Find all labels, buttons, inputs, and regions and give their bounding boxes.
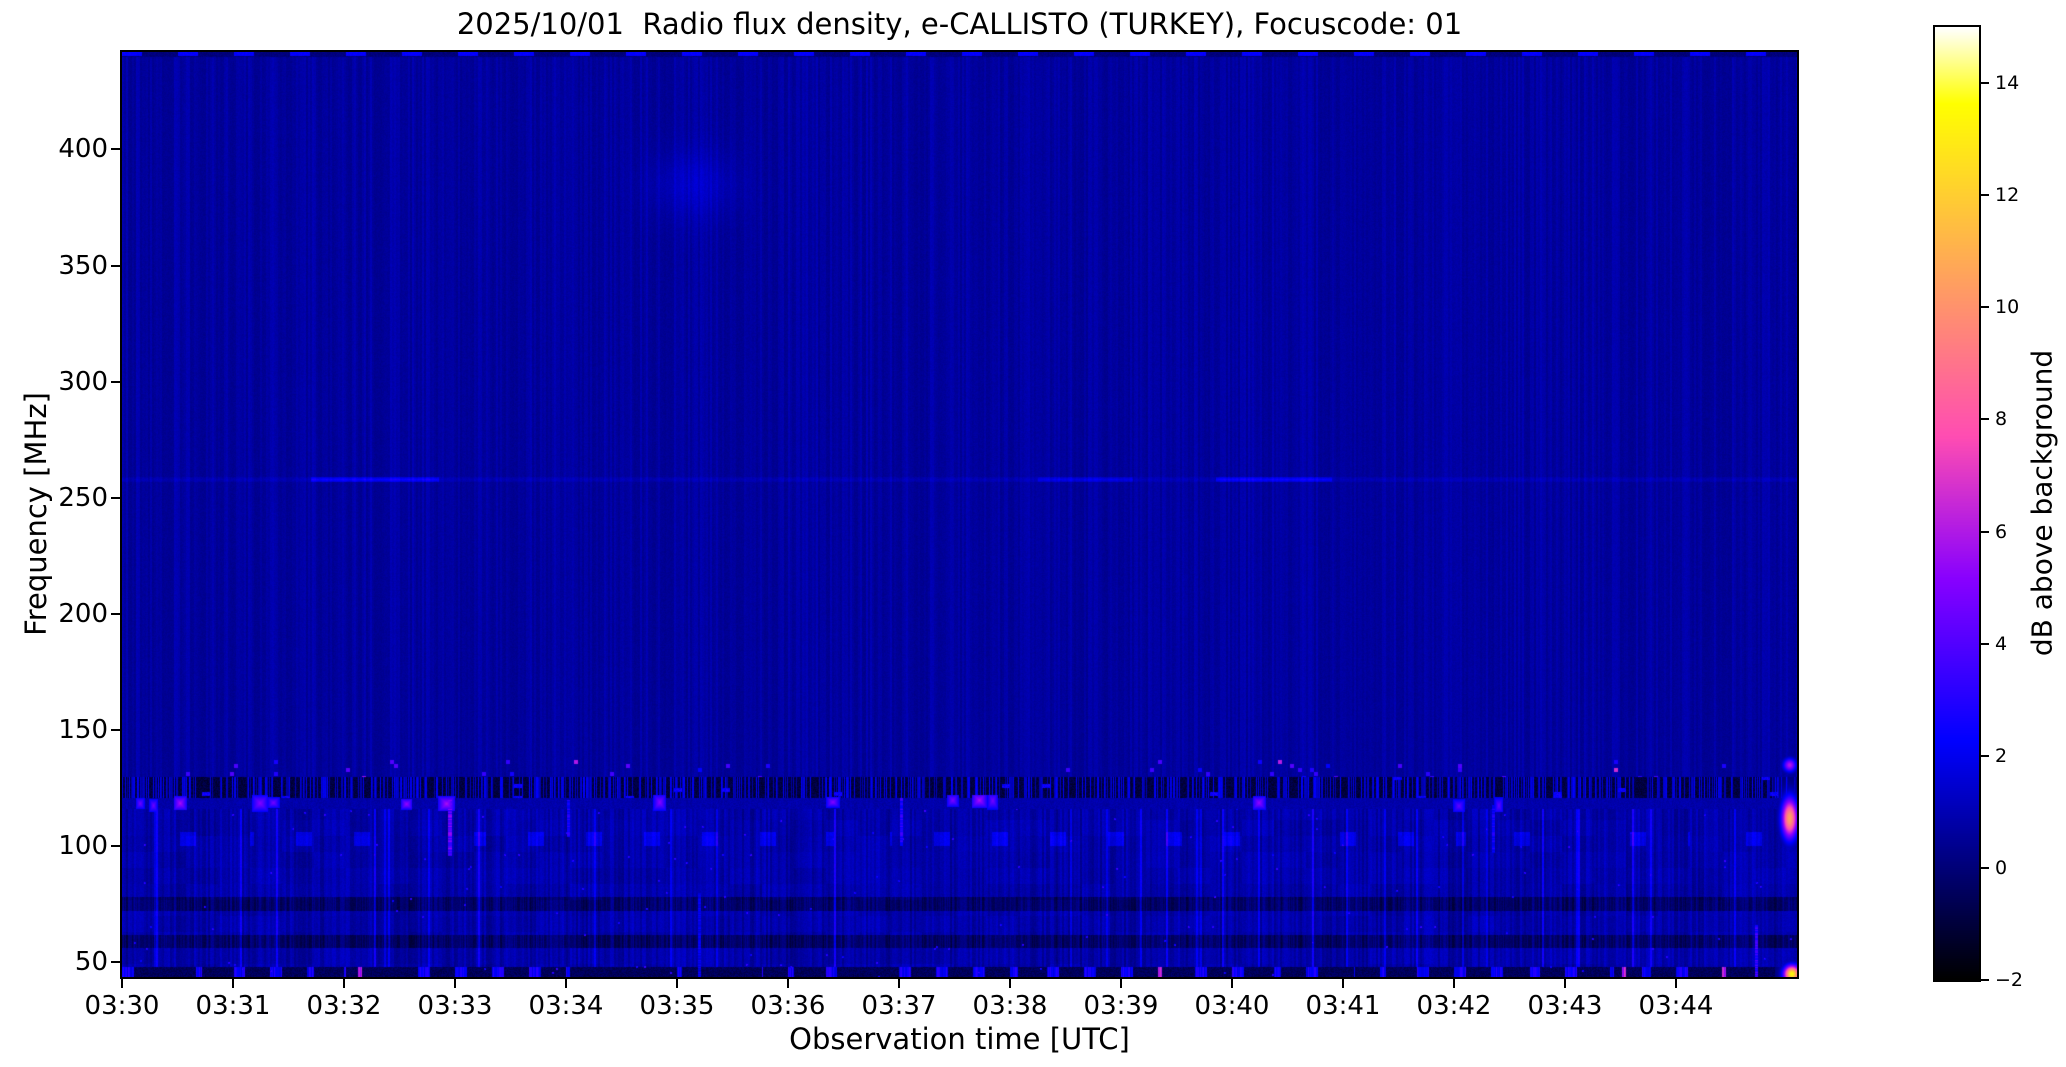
x-tick-mark [898,979,900,988]
y-tick-label: 350 [58,250,108,281]
colorbar-tick-label: 14 [1995,72,2020,95]
y-tick-mark [111,496,120,499]
x-tick-mark [1231,979,1233,988]
colorbar-tick-label: 10 [1995,296,2020,319]
y-tick-mark [111,148,120,151]
colorbar-tick-mark [1981,530,1989,533]
colorbar-tick-mark [1981,194,1989,197]
y-tick-mark [111,380,120,383]
colorbar-label: dB above background [2025,349,2059,657]
x-tick-label: 03:31 [195,991,271,1021]
x-tick-mark [454,979,456,988]
x-tick-mark [1453,979,1455,988]
colorbar-tick-mark [1981,754,1989,757]
colorbar-tick-label: 2 [1995,744,2008,767]
x-tick-mark [1120,979,1122,988]
y-tick-label: 200 [58,598,108,629]
colorbar-tick-label: 8 [1995,408,2008,431]
y-tick-label: 400 [58,134,108,165]
x-tick-label: 03:34 [528,991,604,1021]
y-tick-label: 300 [58,366,108,397]
x-tick-label: 03:33 [417,991,493,1021]
y-tick-label: 150 [58,714,108,745]
x-tick-mark [121,979,123,988]
x-tick-label: 03:35 [639,991,715,1021]
x-tick-label: 03:32 [306,991,382,1021]
chart-title: 2025/10/01 Radio flux density, e-CALLIST… [456,7,1463,41]
x-tick-mark [1675,979,1677,988]
y-tick-label: 250 [58,482,108,513]
x-tick-label: 03:37 [861,991,937,1021]
colorbar [1933,25,1981,982]
colorbar-canvas [1935,27,1979,980]
spectrogram-plot [120,50,1799,979]
x-tick-label: 03:39 [1083,991,1159,1021]
x-tick-label: 03:44 [1638,991,1714,1021]
x-tick-label: 03:36 [750,991,826,1021]
y-tick-mark [111,612,120,615]
spectrogram-canvas [122,52,1797,977]
colorbar-tick-label: 6 [1995,520,2008,543]
colorbar-tick-label: 12 [1995,184,2020,207]
colorbar-tick-label: 0 [1995,856,2008,879]
x-tick-mark [232,979,234,988]
colorbar-tick-mark [1981,866,1989,869]
x-tick-label: 03:40 [1194,991,1270,1021]
y-tick-mark [111,844,120,847]
x-tick-label: 03:41 [1305,991,1381,1021]
colorbar-tick-mark [1981,642,1989,645]
x-tick-label: 03:30 [84,991,160,1021]
x-tick-mark [565,979,567,988]
x-tick-mark [1342,979,1344,988]
colorbar-tick-mark [1981,418,1989,421]
x-axis-label: Observation time [UTC] [789,1022,1130,1056]
x-tick-label: 03:38 [972,991,1048,1021]
colorbar-tick-label: 4 [1995,632,2008,655]
y-tick-mark [111,960,120,963]
colorbar-tick-mark [1981,979,1989,981]
y-tick-mark [111,264,120,267]
y-tick-label: 50 [74,946,108,977]
y-tick-label: 100 [58,830,108,861]
x-tick-label: 03:42 [1416,991,1492,1021]
colorbar-tick-label: −2 [1995,969,2024,991]
x-tick-mark [676,979,678,988]
x-tick-mark [1009,979,1011,988]
colorbar-tick-mark [1981,82,1989,85]
x-tick-mark [1564,979,1566,988]
x-tick-mark [787,979,789,988]
colorbar-tick-mark [1981,306,1989,309]
y-tick-mark [111,728,120,731]
x-tick-mark [343,979,345,988]
x-tick-label: 03:43 [1527,991,1603,1021]
